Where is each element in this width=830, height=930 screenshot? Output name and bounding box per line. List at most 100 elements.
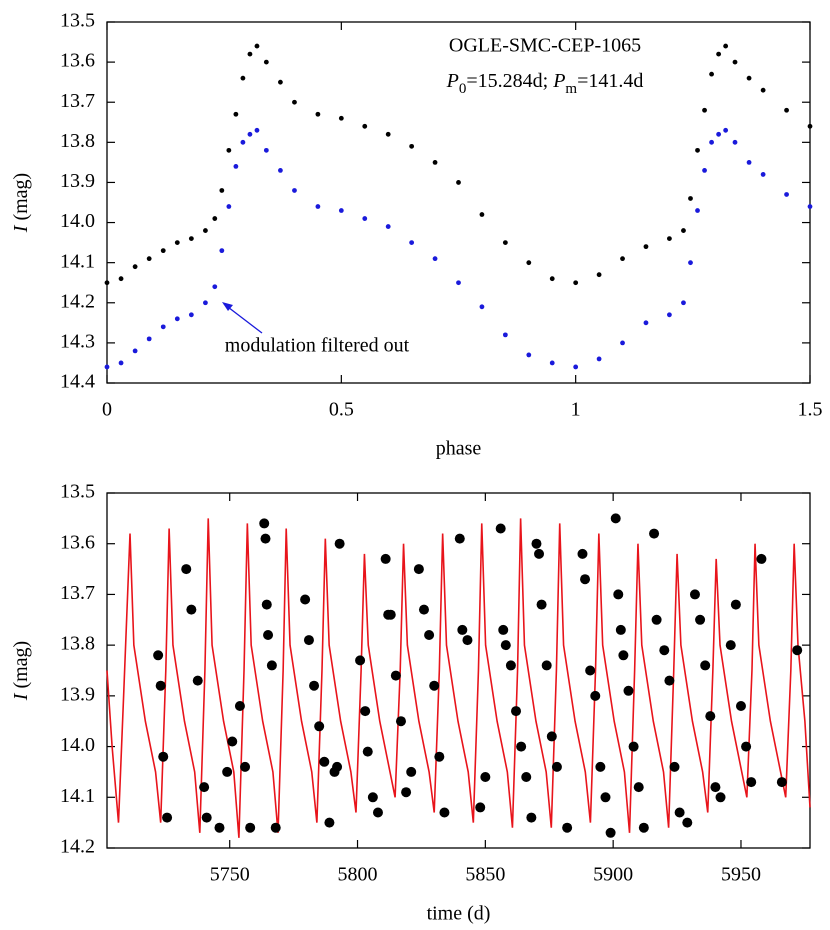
data-point <box>577 548 588 559</box>
data-point <box>681 228 686 233</box>
data-point <box>203 300 208 306</box>
data-point <box>247 131 253 137</box>
data-point <box>732 139 738 145</box>
data-point <box>610 513 621 524</box>
data-point <box>385 224 391 229</box>
data-point <box>338 208 344 213</box>
arrow-annotation: modulation filtered out <box>225 335 410 357</box>
data-point <box>278 168 283 173</box>
data-point <box>659 645 670 656</box>
data-point <box>531 538 542 549</box>
data-point <box>314 721 325 732</box>
data-point <box>498 624 509 635</box>
data-point <box>596 356 602 362</box>
data-point <box>760 172 766 177</box>
x-tick-label: 5950 <box>721 864 761 886</box>
text-part: P <box>552 70 565 92</box>
data-point <box>263 59 269 65</box>
data-point <box>362 216 368 221</box>
data-point <box>674 807 685 818</box>
data-point <box>315 204 321 209</box>
data-point <box>695 147 700 153</box>
x-axis-label: time (d) <box>427 903 491 925</box>
data-point <box>633 782 644 793</box>
data-point <box>475 802 486 813</box>
data-point <box>725 640 736 651</box>
data-point <box>618 650 629 661</box>
data-point <box>669 761 680 772</box>
data-point <box>104 280 110 286</box>
data-point <box>689 589 700 600</box>
data-point <box>562 822 573 833</box>
data-point <box>334 538 345 549</box>
data-point <box>201 812 212 823</box>
data-point <box>199 782 210 793</box>
data-point <box>479 304 485 310</box>
data-point <box>505 660 516 671</box>
data-point <box>664 675 675 686</box>
data-point <box>214 822 225 833</box>
data-point <box>160 324 166 330</box>
data-point <box>807 123 813 129</box>
data-point <box>502 332 508 338</box>
data-point <box>432 159 438 165</box>
data-point <box>233 164 239 169</box>
data-point <box>573 280 579 286</box>
x-tick-label: 1.5 <box>798 399 823 421</box>
x-tick-label: 5750 <box>210 864 250 886</box>
data-point <box>784 107 789 113</box>
data-point <box>266 660 277 671</box>
data-point <box>263 147 269 153</box>
y-tick-label: 13.5 <box>60 481 95 503</box>
data-point <box>760 87 766 93</box>
data-point <box>549 276 555 282</box>
data-point <box>585 665 596 676</box>
data-point <box>667 236 672 242</box>
y-axis-label: I (mag) <box>10 173 32 233</box>
data-point <box>263 630 274 640</box>
data-point <box>590 690 601 701</box>
data-point <box>424 630 435 640</box>
data-point <box>643 244 649 250</box>
y-tick-label: 13.8 <box>60 633 95 655</box>
data-point <box>526 260 532 266</box>
data-point <box>153 650 164 661</box>
y-tick-label: 13.7 <box>60 90 95 112</box>
data-point <box>620 340 625 346</box>
data-point <box>600 792 611 803</box>
x-tick-label: 0 <box>102 399 112 421</box>
data-point <box>756 553 767 564</box>
data-point <box>495 523 506 534</box>
data-point <box>118 360 124 366</box>
x-tick-label: 5900 <box>593 864 633 886</box>
data-point <box>188 312 194 318</box>
data-point <box>355 655 366 666</box>
data-point <box>709 139 714 145</box>
data-point <box>776 777 787 788</box>
data-point <box>605 827 616 838</box>
data-point <box>695 614 706 625</box>
text-part: =141.4d <box>577 70 643 92</box>
y-tick-label: 13.6 <box>60 531 95 553</box>
data-point <box>261 599 272 610</box>
data-point <box>360 706 371 717</box>
data-point <box>395 716 406 727</box>
data-point <box>511 706 522 717</box>
data-point <box>681 300 686 306</box>
data-point <box>132 264 138 270</box>
data-point <box>146 256 152 262</box>
data-point <box>573 364 579 370</box>
data-point <box>300 594 311 605</box>
x-tick-label: 0.5 <box>329 399 354 421</box>
annotation-arrow <box>223 303 263 334</box>
data-point <box>541 660 552 671</box>
y-tick-label: 13.7 <box>60 582 95 604</box>
data-point <box>651 614 662 625</box>
data-point <box>784 192 789 197</box>
data-point <box>247 51 253 57</box>
data-point <box>401 787 412 798</box>
data-point <box>385 131 391 137</box>
text-part: (mag) <box>10 173 32 226</box>
data-point <box>315 111 321 117</box>
